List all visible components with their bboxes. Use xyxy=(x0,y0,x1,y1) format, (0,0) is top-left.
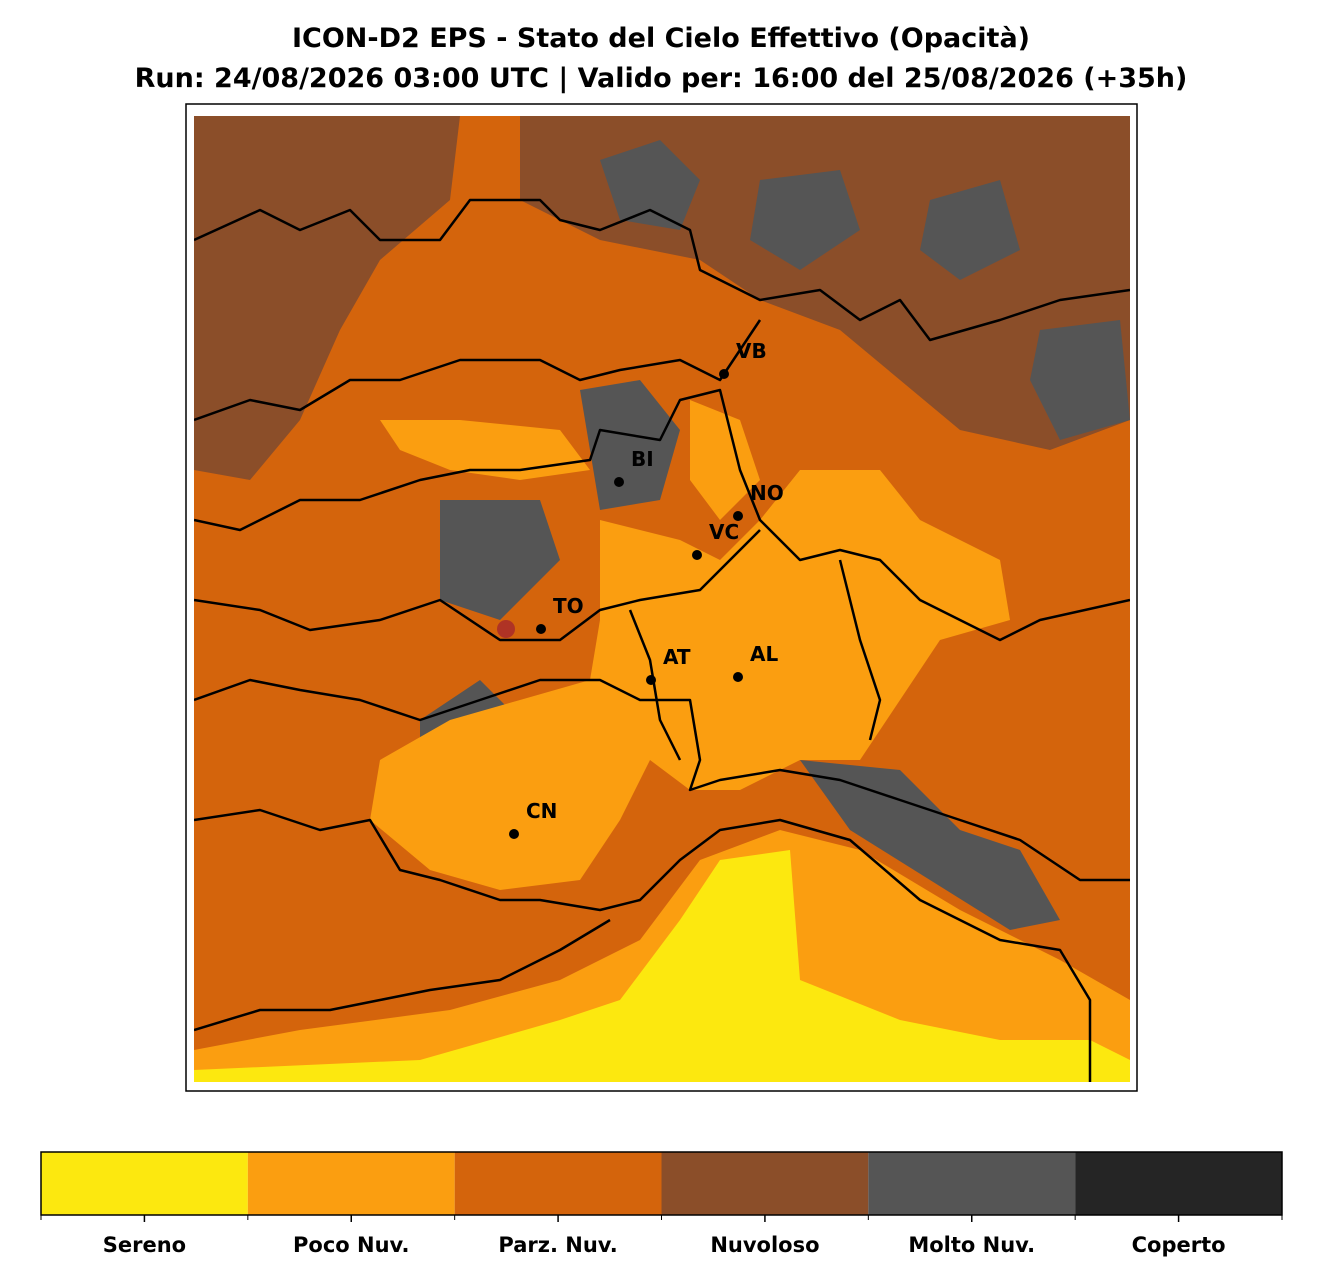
colorbar-label: Molto Nuv. xyxy=(908,1233,1035,1257)
colorbar-swatch xyxy=(1075,1152,1282,1215)
map: VB BI NO VC TO AT AL CN xyxy=(185,103,1138,1092)
colorbar-frame xyxy=(40,1151,1283,1216)
colorbar-swatch xyxy=(41,1152,248,1215)
city-marker xyxy=(719,369,729,379)
city-marker xyxy=(646,675,656,685)
colorbar-swatch xyxy=(661,1152,869,1215)
city-marker xyxy=(614,477,624,487)
city-label: NO xyxy=(750,481,784,505)
city-label: TO xyxy=(553,594,584,618)
city-label: CN xyxy=(526,799,557,823)
city-label: AL xyxy=(750,642,778,666)
colorbar-label: Parz. Nuv. xyxy=(498,1233,617,1257)
city-marker xyxy=(536,624,546,634)
colorbar-swatch xyxy=(247,1152,455,1215)
colorbar-label: Sereno xyxy=(103,1233,186,1257)
subtitle: Run: 24/08/2026 03:00 UTC | Valido per: … xyxy=(135,63,1188,94)
colorbar-swatch xyxy=(868,1152,1076,1215)
colorbar-label: Nuvoloso xyxy=(710,1233,819,1257)
colorbar-swatch xyxy=(454,1152,662,1215)
city-label: AT xyxy=(663,645,691,669)
city-marker xyxy=(692,550,702,560)
city-label: VC xyxy=(709,520,739,544)
city-marker xyxy=(733,672,743,682)
colorbar: Sereno Poco Nuv. Parz. Nuv. Nuvoloso Molto N… xyxy=(40,1151,1283,1257)
title: ICON-D2 EPS - Stato del Cielo Effettivo … xyxy=(292,23,1030,54)
colorbar-label: Coperto xyxy=(1132,1233,1226,1257)
city-marker xyxy=(733,511,743,521)
city-label: VB xyxy=(736,339,767,363)
colorbar-label: Poco Nuv. xyxy=(293,1233,409,1257)
city-label: BI xyxy=(631,447,654,471)
city-marker xyxy=(509,829,519,839)
